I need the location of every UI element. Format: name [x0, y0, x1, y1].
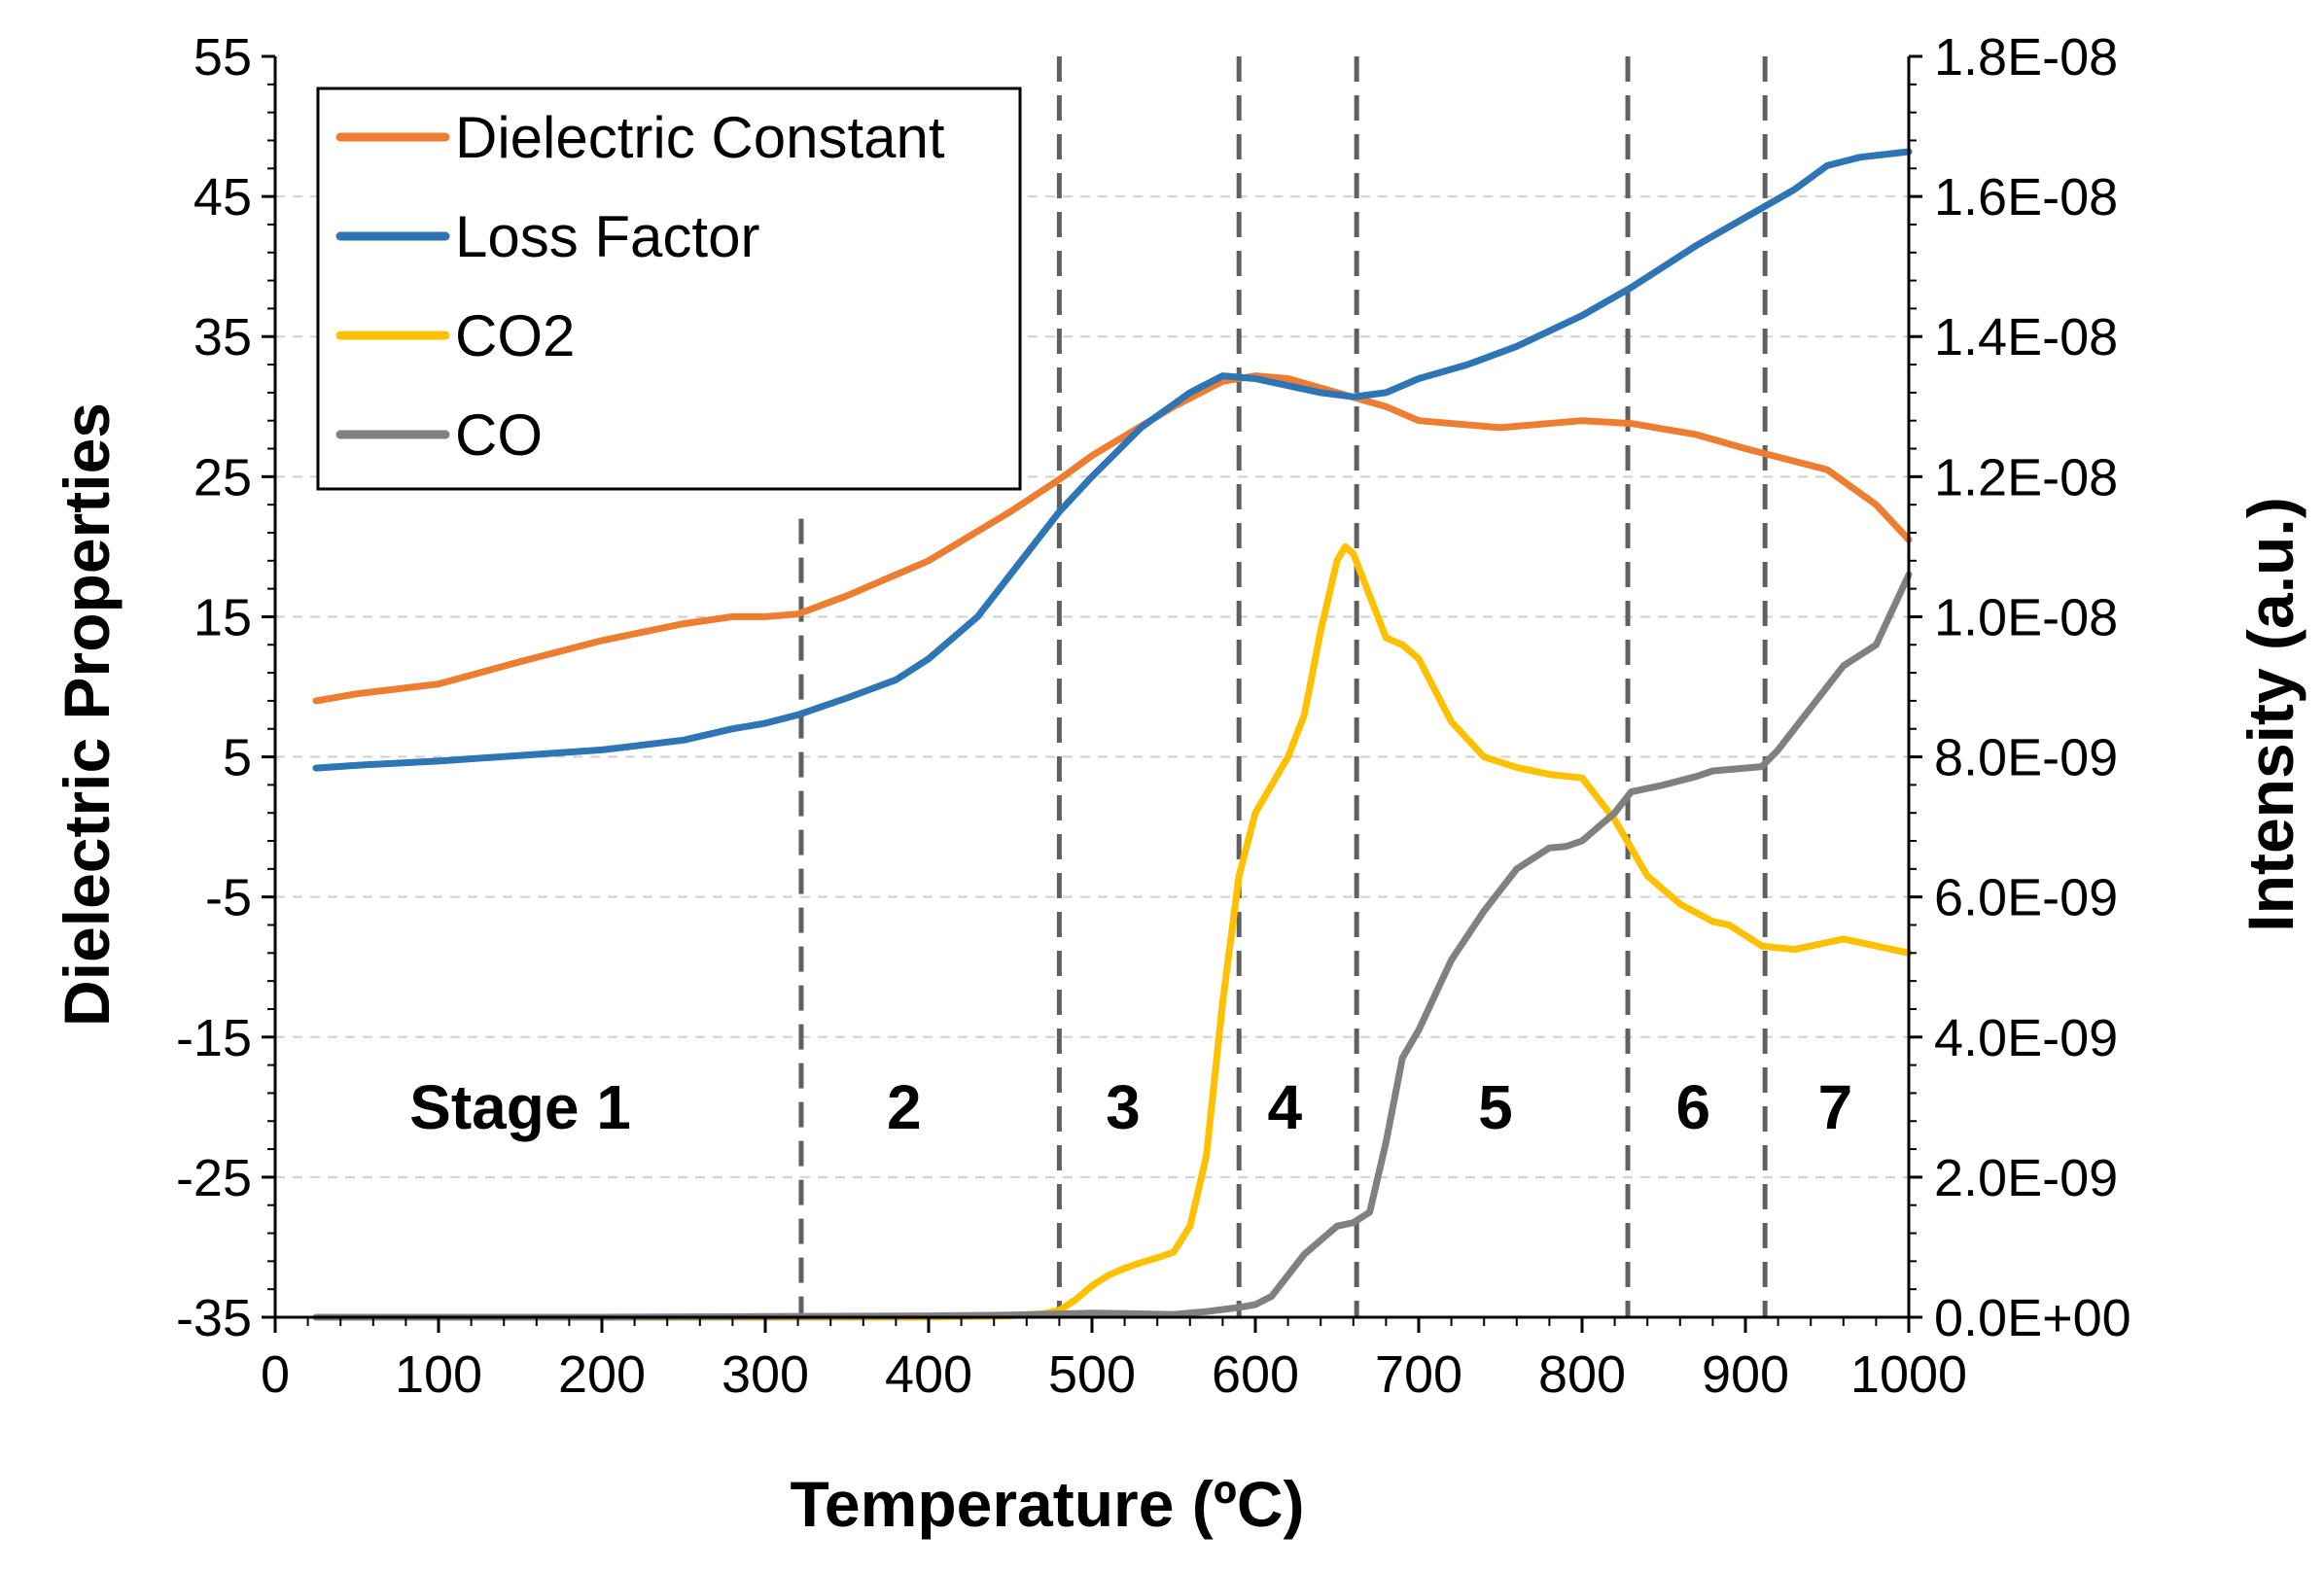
x-tick-label: 500 — [1048, 1345, 1136, 1404]
y-right-tick-label: 2.0E-09 — [1934, 1149, 2118, 1207]
y-left-tick-label: -35 — [176, 1289, 252, 1347]
x-tick-label: 100 — [395, 1345, 482, 1404]
stage-label: 5 — [1478, 1072, 1513, 1142]
y-left-axis-title: Dielectric Properties — [51, 402, 123, 1027]
x-axis-title: Temperature (ºC) — [791, 1468, 1305, 1540]
y-left-tick-label: -15 — [176, 1009, 252, 1067]
y-right-tick-label: 1.0E-08 — [1934, 588, 2118, 646]
y-left-tick-label: -5 — [205, 869, 252, 927]
legend: Dielectric Constant Loss Factor CO2 CO — [316, 87, 1022, 491]
x-tick-label: 0 — [261, 1345, 290, 1404]
stage-label: 6 — [1675, 1072, 1710, 1142]
y-right-axis-title: Intensity (a.u.) — [2235, 497, 2306, 931]
y-right-tick-label: 1.4E-08 — [1934, 308, 2118, 366]
x-tick-label: 400 — [885, 1345, 972, 1404]
y-left-tick-label: 45 — [194, 168, 252, 227]
y-right-tick-label: 6.0E-09 — [1934, 869, 2118, 927]
y-left-tick-label: 25 — [194, 448, 252, 506]
axes: 55453525155-5-15-25-351.8E-081.6E-081.4E… — [176, 28, 2131, 1404]
stage-label: 4 — [1267, 1072, 1302, 1142]
x-tick-label: 300 — [722, 1345, 809, 1404]
stage-boundaries — [798, 56, 1768, 1317]
legend-label-co: CO — [455, 402, 543, 468]
y-left-tick-label: 15 — [194, 588, 252, 646]
x-tick-label: 700 — [1375, 1345, 1462, 1404]
series-line-co2 — [312, 542, 1913, 1321]
series-line-loss-factor — [312, 148, 1913, 772]
legend-box — [316, 87, 1022, 491]
stage-labels: Stage 1 2 3 4 5 6 7 — [409, 1072, 1852, 1142]
series-line-co — [312, 571, 1913, 1321]
y-left-tick-label: -25 — [176, 1149, 252, 1207]
legend-label-dielectric-constant: Dielectric Constant — [455, 105, 945, 170]
y-right-tick-label: 1.8E-08 — [1934, 28, 2118, 87]
y-right-tick-label: 1.6E-08 — [1934, 168, 2118, 227]
x-tick-label: 600 — [1212, 1345, 1299, 1404]
x-tick-label: 1000 — [1850, 1345, 1967, 1404]
x-tick-label: 800 — [1538, 1345, 1626, 1404]
y-left-tick-label: 35 — [194, 308, 252, 366]
y-right-tick-label: 8.0E-09 — [1934, 729, 2118, 787]
y-left-tick-label: 5 — [223, 729, 252, 787]
stage-label: Stage 1 — [409, 1072, 631, 1142]
y-right-tick-label: 4.0E-09 — [1934, 1009, 2118, 1067]
y-right-tick-label: 0.0E+00 — [1934, 1289, 2131, 1347]
stage-label: 3 — [1106, 1072, 1141, 1142]
x-tick-label: 900 — [1702, 1345, 1789, 1404]
series-lines — [312, 148, 1913, 1321]
stage-label: 7 — [1818, 1072, 1853, 1142]
stage-label: 2 — [887, 1072, 922, 1142]
y-left-tick-label: 55 — [194, 28, 252, 87]
legend-label-co2: CO2 — [455, 303, 575, 368]
y-right-tick-label: 1.2E-08 — [1934, 448, 2118, 506]
x-tick-label: 200 — [558, 1345, 646, 1404]
legend-label-loss-factor: Loss Factor — [455, 204, 759, 269]
